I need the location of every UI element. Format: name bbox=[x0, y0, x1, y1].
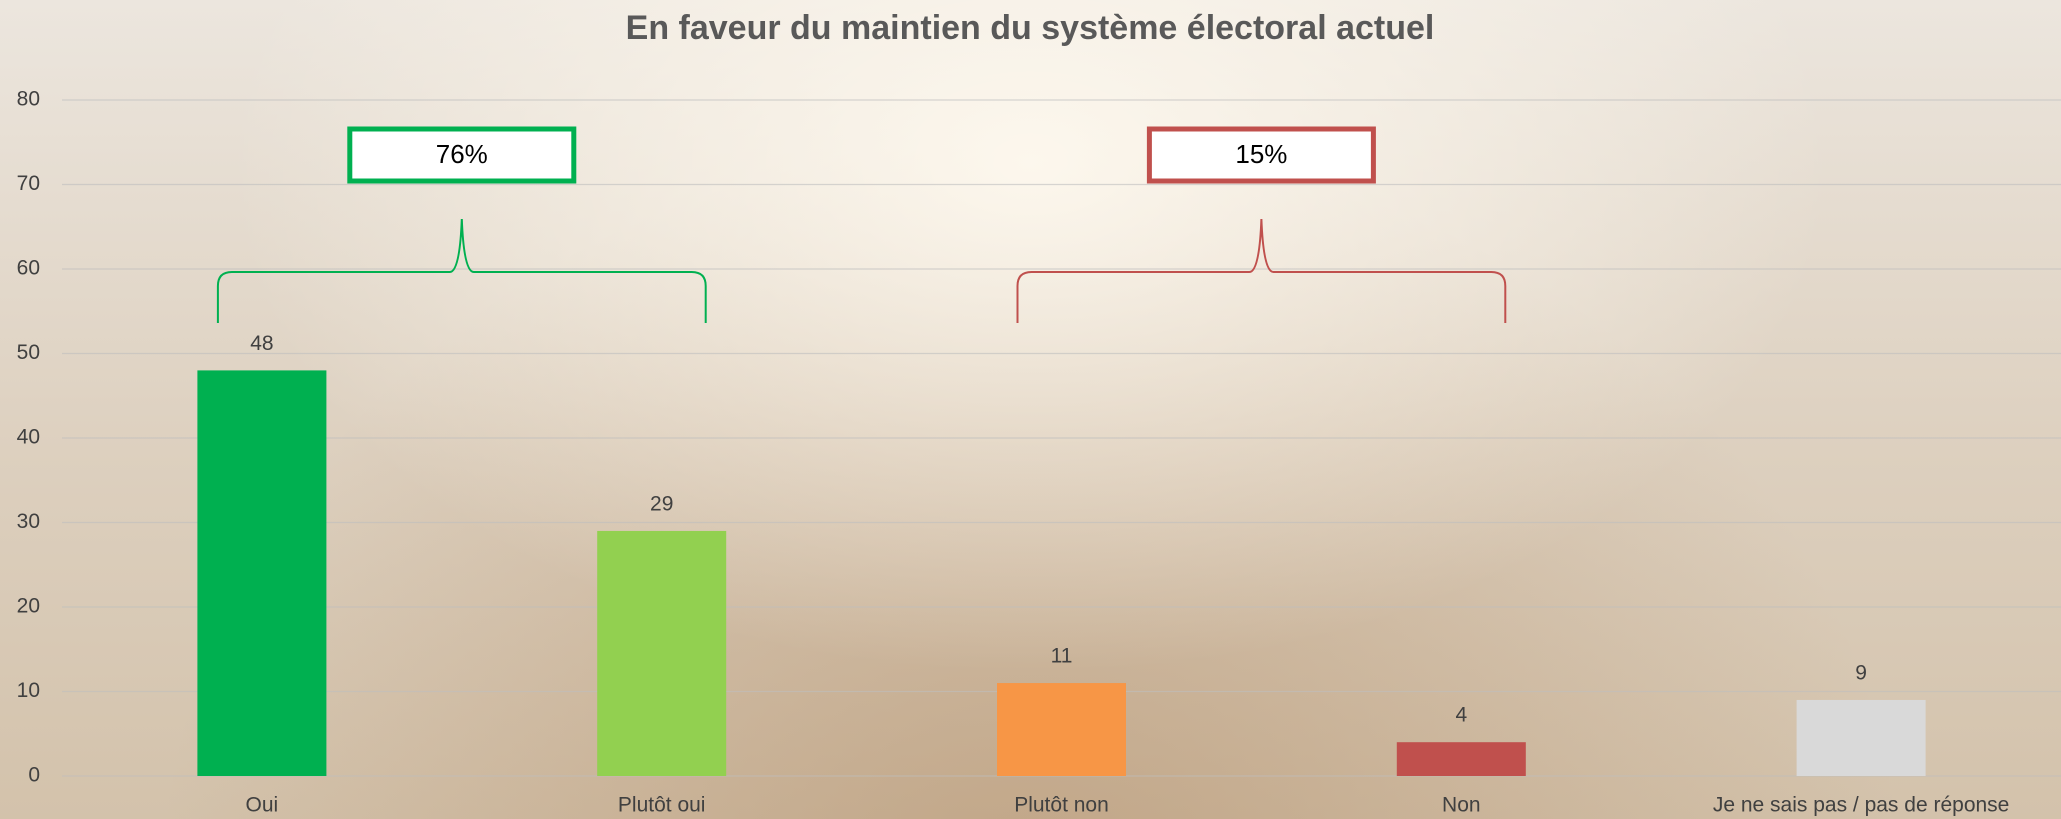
x-tick-label: Plutôt oui bbox=[618, 794, 706, 817]
x-tick-label: Plutôt non bbox=[1014, 794, 1109, 817]
y-tick-label: 10 bbox=[17, 679, 40, 702]
x-tick-label: Je ne sais pas / pas de réponse bbox=[1713, 794, 2010, 817]
value-label: 11 bbox=[1051, 645, 1073, 668]
bar bbox=[997, 683, 1126, 776]
y-tick-label: 0 bbox=[28, 764, 40, 787]
bar bbox=[1397, 742, 1526, 776]
brace bbox=[218, 219, 706, 323]
brace bbox=[1018, 219, 1506, 323]
annotation: 15% bbox=[1235, 139, 1287, 169]
y-tick-label: 70 bbox=[17, 172, 40, 195]
y-tick-label: 40 bbox=[17, 426, 40, 449]
x-tick-label: Non bbox=[1442, 794, 1481, 817]
value-label: 48 bbox=[250, 332, 273, 355]
annotation: 76% bbox=[436, 139, 488, 169]
y-tick-label: 30 bbox=[17, 510, 40, 533]
x-tick-label: Oui bbox=[246, 794, 279, 817]
bar bbox=[197, 370, 326, 776]
y-tick-label: 60 bbox=[17, 257, 40, 280]
value-label: 4 bbox=[1455, 704, 1467, 727]
chart: En faveur du maintien du système élector… bbox=[0, 0, 2061, 819]
page: En faveur du maintien du système élector… bbox=[0, 0, 2061, 819]
y-tick-label: 50 bbox=[17, 341, 40, 364]
value-label: 9 bbox=[1855, 661, 1867, 684]
y-tick-label: 80 bbox=[17, 88, 40, 111]
bar bbox=[597, 531, 726, 776]
chart-title: En faveur du maintien du système élector… bbox=[626, 9, 1435, 47]
value-label: 29 bbox=[650, 492, 673, 515]
bar bbox=[1797, 700, 1926, 776]
y-tick-label: 20 bbox=[17, 595, 40, 618]
